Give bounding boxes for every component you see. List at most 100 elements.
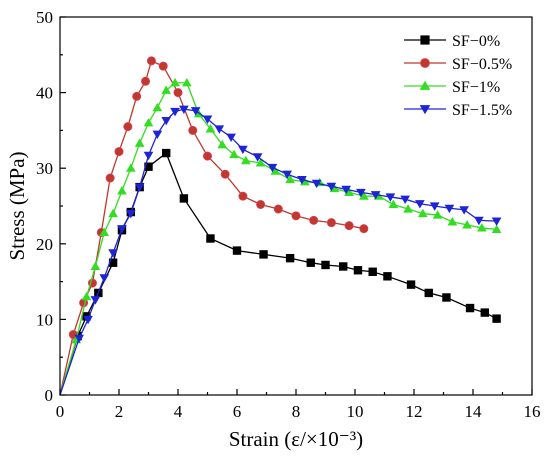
legend-label: SF−0% <box>452 33 500 50</box>
data-point <box>267 163 278 173</box>
data-point <box>134 183 145 192</box>
data-point <box>190 107 201 116</box>
data-point <box>491 224 502 234</box>
data-point <box>108 258 118 267</box>
data-point <box>143 151 154 161</box>
data-point <box>241 155 251 165</box>
data-point <box>232 246 242 255</box>
legend-label: SF−0.5% <box>452 56 512 73</box>
series-line <box>59 152 497 396</box>
data-point <box>134 138 145 147</box>
data-point <box>229 149 239 159</box>
data-point <box>370 191 381 200</box>
series-line <box>59 59 364 396</box>
legend-label: SF−1.5% <box>452 102 512 119</box>
data-point <box>273 204 283 214</box>
data-point <box>125 163 136 172</box>
data-point <box>105 173 115 183</box>
data-point <box>339 262 348 271</box>
x-tick-label: 10 <box>347 402 364 421</box>
data-point <box>252 153 263 162</box>
x-tick-label: 12 <box>406 402 423 421</box>
legend-marker <box>420 35 430 45</box>
series-0 <box>59 148 501 396</box>
data-point <box>256 199 266 209</box>
data-point <box>459 206 469 215</box>
data-point <box>90 296 101 305</box>
data-point <box>415 200 425 209</box>
data-point <box>359 191 369 200</box>
data-point <box>297 175 307 185</box>
data-point <box>179 194 189 203</box>
legend-entry-3: SF−1.5% <box>404 102 512 119</box>
legend-marker <box>420 58 430 68</box>
data-point <box>442 293 451 302</box>
x-tick-label: 4 <box>174 402 183 421</box>
data-point <box>388 199 399 209</box>
x-tick-label: 0 <box>56 402 65 421</box>
x-tick-label: 14 <box>465 402 483 421</box>
data-point <box>146 56 156 66</box>
data-point <box>170 77 180 87</box>
legend-entry-2: SF−1% <box>404 79 500 96</box>
data-point <box>125 209 136 219</box>
data-point <box>309 215 319 225</box>
data-point <box>90 261 101 271</box>
data-point <box>152 130 163 140</box>
data-point <box>447 217 458 226</box>
data-point <box>311 179 322 189</box>
data-point <box>74 334 85 344</box>
data-point <box>432 210 443 219</box>
y-tick-label: 0 <box>45 386 54 405</box>
data-point <box>179 105 189 115</box>
data-point <box>492 314 501 323</box>
data-point <box>291 211 301 221</box>
plot-series-group <box>59 56 502 396</box>
y-tick-label: 40 <box>36 84 53 103</box>
data-point <box>491 217 502 226</box>
series-line <box>59 108 497 396</box>
data-point <box>321 260 330 270</box>
data-point <box>341 185 351 195</box>
data-point <box>123 122 133 132</box>
data-point <box>158 61 168 71</box>
data-point <box>383 272 392 281</box>
data-point <box>465 303 475 313</box>
data-point <box>238 145 248 155</box>
data-point <box>217 139 228 149</box>
data-point <box>480 308 489 317</box>
data-point <box>214 125 225 134</box>
y-tick-label: 10 <box>36 310 53 329</box>
data-point <box>326 182 337 192</box>
data-point <box>152 102 163 112</box>
data-point <box>306 258 315 267</box>
data-point <box>259 250 268 259</box>
data-point <box>385 193 396 202</box>
data-point <box>117 225 127 234</box>
data-point <box>424 288 433 298</box>
axes-group: 0 2 4 6 8 10 12 14 16 0 10 20 30 40 50 <box>36 8 541 421</box>
x-axis-label: Strain (ε/×10⁻³) <box>229 427 363 451</box>
data-point <box>444 204 455 214</box>
data-point <box>353 266 363 275</box>
legend-label: SF−1% <box>452 79 500 96</box>
data-point <box>108 249 118 258</box>
data-point <box>282 170 292 180</box>
data-point <box>182 77 192 87</box>
legend-marker <box>419 105 431 115</box>
data-point <box>203 151 213 161</box>
data-point <box>344 187 354 196</box>
data-point <box>161 117 172 126</box>
data-point <box>226 133 236 143</box>
data-point <box>285 174 295 184</box>
legend-marker <box>419 80 431 90</box>
data-point <box>117 186 127 195</box>
data-point <box>220 169 230 179</box>
series-1 <box>59 56 369 396</box>
data-point <box>162 148 171 158</box>
series-3 <box>59 105 502 396</box>
data-point <box>255 158 266 167</box>
data-point <box>83 315 93 325</box>
data-point <box>270 166 281 175</box>
